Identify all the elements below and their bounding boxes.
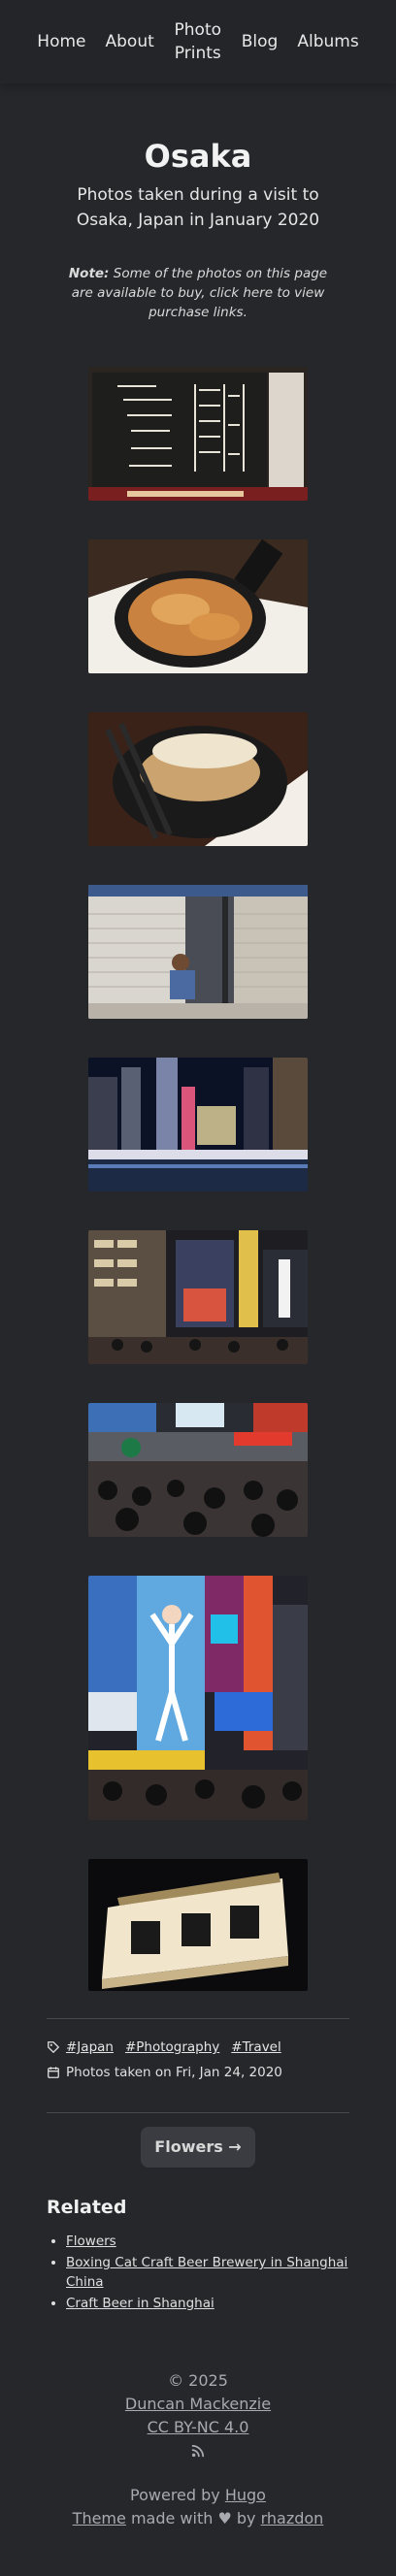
by-text: by bbox=[231, 2509, 261, 2527]
photo-dotonbori-canal[interactable] bbox=[88, 1058, 308, 1191]
nav-blog[interactable]: Blog bbox=[241, 32, 279, 51]
page-title: Osaka bbox=[144, 138, 252, 175]
hugo-link[interactable]: Hugo bbox=[224, 2486, 266, 2504]
related-link-boxing-cat[interactable]: Boxing Cat Craft Beer Brewery in Shangha… bbox=[66, 2255, 348, 2290]
note-text: Some of the photos on this page are avai… bbox=[71, 266, 328, 320]
related-list: Flowers Boxing Cat Craft Beer Brewery in… bbox=[47, 2232, 349, 2313]
divider-bottom bbox=[47, 2112, 349, 2113]
made-with-text: made with bbox=[125, 2509, 218, 2527]
related-link-craft-beer[interactable]: Craft Beer in Shanghai bbox=[66, 2296, 214, 2311]
tag-icon bbox=[48, 2041, 60, 2054]
related-posts: Related Flowers Boxing Cat Craft Beer Br… bbox=[47, 2197, 349, 2313]
tag-travel[interactable]: #Travel bbox=[231, 2039, 281, 2055]
theme-link[interactable]: Theme bbox=[72, 2509, 126, 2527]
list-item: Boxing Cat Craft Beer Brewery in Shangha… bbox=[66, 2253, 349, 2292]
photo-dotonbori-street[interactable] bbox=[88, 1230, 308, 1364]
rss-icon[interactable] bbox=[191, 2444, 205, 2458]
note-label: Note: bbox=[68, 266, 110, 281]
photo-chalkboard-menu[interactable] bbox=[88, 367, 308, 501]
tag-japan[interactable]: #Japan bbox=[66, 2039, 114, 2055]
related-heading: Related bbox=[47, 2197, 127, 2218]
theme-author-link[interactable]: rhazdon bbox=[260, 2509, 324, 2527]
photo-dotonbori-sign[interactable] bbox=[88, 1859, 308, 1991]
related-link-flowers[interactable]: Flowers bbox=[66, 2234, 116, 2249]
nav-about[interactable]: About bbox=[105, 32, 154, 51]
nav-albums[interactable]: Albums bbox=[297, 32, 359, 51]
theme-credit: Theme made with ♥ by rhazdon bbox=[0, 2507, 396, 2530]
photo-glico-sign[interactable] bbox=[88, 1576, 308, 1820]
license-link[interactable]: CC BY-NC 4.0 bbox=[147, 2418, 249, 2436]
copyright: © 2025 bbox=[168, 2371, 228, 2390]
photo-shopping-crowd[interactable] bbox=[88, 1403, 308, 1537]
page-subtitle: Photos taken during a visit to Osaka, Ja… bbox=[76, 185, 320, 230]
date-text: Photos taken on Fri, Jan 24, 2020 bbox=[66, 2065, 282, 2080]
main-nav: Home About Photo Prints Blog Albums bbox=[0, 0, 396, 83]
nav-home[interactable]: Home bbox=[37, 32, 86, 51]
nav-photo-prints[interactable]: Photo Prints bbox=[174, 20, 222, 63]
pagination: Flowers → bbox=[0, 2127, 396, 2168]
photo-gyoza-pan[interactable] bbox=[88, 539, 308, 673]
footer: © 2025 Duncan Mackenzie CC BY-NC 4.0 Pow… bbox=[0, 2369, 396, 2530]
powered-by: Powered by Hugo bbox=[0, 2484, 396, 2507]
powered-by-prefix: Powered by bbox=[130, 2486, 225, 2504]
photo-gyoza-chopsticks[interactable] bbox=[88, 712, 308, 846]
divider-top bbox=[47, 2018, 349, 2019]
list-item: Craft Beer in Shanghai bbox=[66, 2294, 349, 2313]
author-link[interactable]: Duncan Mackenzie bbox=[124, 2395, 272, 2413]
post-date: Photos taken on Fri, Jan 24, 2020 bbox=[47, 2060, 349, 2085]
tag-photography[interactable]: #Photography bbox=[124, 2039, 220, 2055]
heart-icon: ♥ bbox=[217, 2509, 232, 2527]
post-meta: #Japan #Photography #Travel Photos taken o… bbox=[47, 2035, 349, 2085]
photo-gallery bbox=[0, 367, 396, 1991]
list-item: Flowers bbox=[66, 2232, 349, 2251]
purchase-note[interactable]: Note: Some of the photos on this page ar… bbox=[67, 264, 329, 322]
next-post-button[interactable]: Flowers → bbox=[141, 2127, 255, 2168]
calendar-icon bbox=[48, 2067, 59, 2078]
tag-list: #Japan #Photography #Travel bbox=[47, 2035, 349, 2060]
photo-street-musician[interactable] bbox=[88, 885, 308, 1019]
